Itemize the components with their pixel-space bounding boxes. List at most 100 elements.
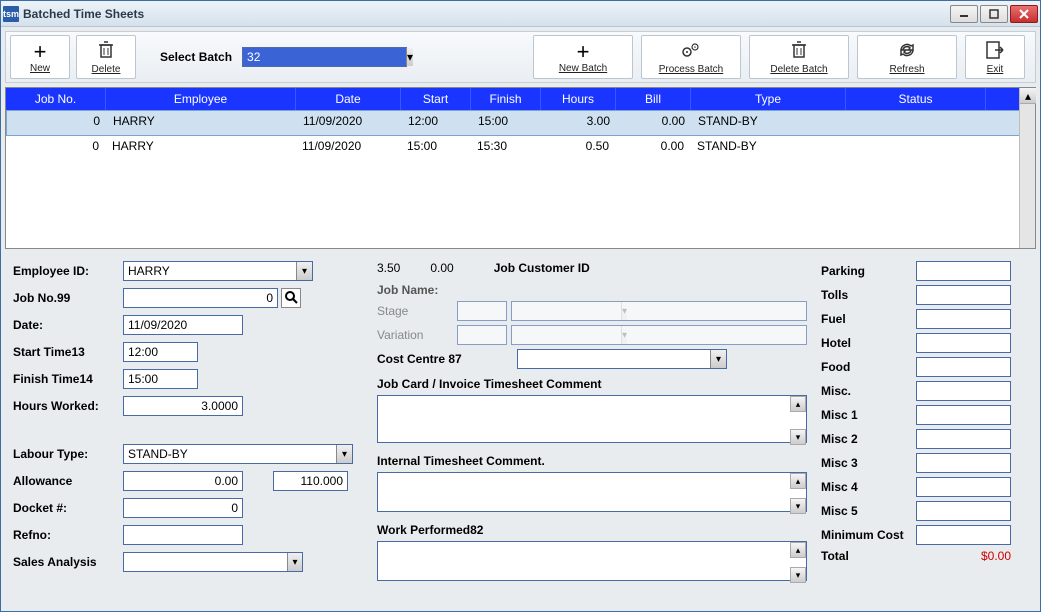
- scroll-up-icon[interactable]: ▴: [790, 473, 806, 489]
- textarea-scrollbar[interactable]: ▴▾: [790, 542, 806, 583]
- exit-button[interactable]: Exit: [965, 35, 1025, 79]
- stage-desc-input[interactable]: [511, 301, 807, 321]
- delete-batch-button[interactable]: Delete Batch: [749, 35, 849, 79]
- cost-input[interactable]: [916, 309, 1011, 329]
- grid-column-header[interactable]: Bill: [616, 88, 691, 110]
- labour-type-select[interactable]: ▾: [123, 444, 353, 464]
- scroll-down-icon[interactable]: ▾: [790, 429, 806, 445]
- cost-input[interactable]: [916, 333, 1011, 353]
- chevron-down-icon[interactable]: ▾: [710, 350, 726, 368]
- delete-button[interactable]: Delete: [76, 35, 136, 79]
- variation-desc-input[interactable]: [511, 325, 807, 345]
- table-cell: 3.00: [542, 111, 617, 135]
- allowance-extra-input[interactable]: [273, 471, 348, 491]
- sales-analysis-select[interactable]: ▾: [123, 552, 303, 572]
- job-no-input[interactable]: [123, 288, 278, 308]
- date-input[interactable]: [123, 315, 243, 335]
- scroll-up-icon[interactable]: ▴: [790, 542, 806, 558]
- cost-label: Misc.: [821, 384, 916, 398]
- grid-column-header[interactable]: Hours: [541, 88, 616, 110]
- grid-column-header[interactable]: Date: [296, 88, 401, 110]
- cost-input[interactable]: [916, 381, 1011, 401]
- textarea-scrollbar[interactable]: ▴▾: [790, 473, 806, 514]
- cost-centre-input[interactable]: [518, 350, 710, 368]
- total-label: Total: [821, 549, 916, 563]
- table-cell: STAND-BY: [691, 136, 846, 162]
- docket-input[interactable]: [123, 498, 243, 518]
- scroll-down-icon[interactable]: ▾: [790, 567, 806, 583]
- cost-label: Minimum Cost: [821, 528, 916, 542]
- table-row[interactable]: 0HARRY11/09/202012:0015:003.000.00STAND-…: [6, 110, 1035, 136]
- scroll-down-icon[interactable]: ▾: [790, 498, 806, 514]
- batch-select[interactable]: ▾: [242, 47, 407, 67]
- cost-input[interactable]: [916, 501, 1011, 521]
- cost-label: Misc 5: [821, 504, 916, 518]
- cost-input[interactable]: [916, 285, 1011, 305]
- delete-batch-label: Delete Batch: [770, 64, 827, 75]
- labour-type-input[interactable]: [124, 445, 336, 463]
- chevron-down-icon[interactable]: ▾: [296, 262, 312, 280]
- finish-time-input[interactable]: [123, 369, 198, 389]
- cost-input[interactable]: [916, 525, 1011, 545]
- cost-input[interactable]: [916, 405, 1011, 425]
- hours-worked-input[interactable]: [123, 396, 243, 416]
- cost-input[interactable]: [916, 261, 1011, 281]
- internal-comment-label: Internal Timesheet Comment.: [377, 454, 807, 468]
- grid-body[interactable]: 0HARRY11/09/202012:0015:003.000.00STAND-…: [6, 110, 1035, 248]
- cost-input[interactable]: [916, 477, 1011, 497]
- stage-select[interactable]: ▾: [457, 301, 507, 321]
- employee-id-input[interactable]: [124, 262, 296, 280]
- form-col-right: ParkingTollsFuelHotelFoodMisc.Misc 1Misc…: [821, 261, 1028, 601]
- new-batch-button[interactable]: + New Batch: [533, 35, 633, 79]
- batch-select-input[interactable]: [243, 48, 406, 66]
- grid-column-header[interactable]: Employee: [106, 88, 296, 110]
- trash-icon: [97, 40, 115, 64]
- chevron-down-icon[interactable]: ▾: [406, 48, 413, 66]
- table-row[interactable]: 0HARRY11/09/202015:0015:300.500.00STAND-…: [6, 136, 1035, 162]
- cost-label: Misc 3: [821, 456, 916, 470]
- employee-id-select[interactable]: ▾: [123, 261, 313, 281]
- table-cell: 0.00: [616, 136, 691, 162]
- cost-centre-label: Cost Centre 87: [377, 352, 517, 366]
- grid-scrollbar[interactable]: ▴: [1019, 88, 1035, 248]
- work-performed-label: Work Performed82: [377, 523, 807, 537]
- cost-input[interactable]: [916, 453, 1011, 473]
- chevron-down-icon[interactable]: ▾: [336, 445, 352, 463]
- maximize-button[interactable]: [980, 5, 1008, 23]
- sales-analysis-label: Sales Analysis: [13, 555, 123, 569]
- grid-column-header[interactable]: Status: [846, 88, 986, 110]
- table-cell: 11/09/2020: [297, 111, 402, 135]
- process-batch-button[interactable]: Process Batch: [641, 35, 741, 79]
- exit-icon: [985, 40, 1005, 64]
- trash-icon: [790, 40, 808, 64]
- textarea-scrollbar[interactable]: ▴▾: [790, 396, 806, 445]
- grid-column-header[interactable]: Type: [691, 88, 846, 110]
- new-button[interactable]: + New: [10, 35, 70, 79]
- table-cell: 15:30: [471, 136, 541, 162]
- refresh-button[interactable]: Refresh: [857, 35, 957, 79]
- chevron-down-icon[interactable]: ▾: [287, 553, 302, 571]
- grid-column-header[interactable]: Start: [401, 88, 471, 110]
- cost-input[interactable]: [916, 357, 1011, 377]
- search-button[interactable]: [281, 288, 301, 308]
- jc-comment-textarea[interactable]: [377, 395, 807, 443]
- sales-analysis-input[interactable]: [124, 553, 287, 571]
- grid-column-header[interactable]: Finish: [471, 88, 541, 110]
- table-cell: [846, 136, 986, 162]
- delete-label: Delete: [92, 64, 121, 75]
- allowance-input[interactable]: [123, 471, 243, 491]
- scroll-up-icon[interactable]: ▴: [790, 396, 806, 412]
- close-button[interactable]: [1010, 5, 1038, 23]
- minimize-button[interactable]: [950, 5, 978, 23]
- work-performed-textarea[interactable]: [377, 541, 807, 581]
- start-time-input[interactable]: [123, 342, 198, 362]
- variation-select[interactable]: ▾: [457, 325, 507, 345]
- internal-comment-textarea[interactable]: [377, 472, 807, 512]
- grid-column-header[interactable]: Job No.: [6, 88, 106, 110]
- cost-input[interactable]: [916, 429, 1011, 449]
- form-col-middle: 3.50 0.00 Job Customer ID Job Name: Stag…: [377, 261, 807, 601]
- cost-centre-select[interactable]: ▾: [517, 349, 727, 369]
- refno-input[interactable]: [123, 525, 243, 545]
- scroll-up-icon[interactable]: ▴: [1020, 88, 1036, 104]
- cost-label: Misc 2: [821, 432, 916, 446]
